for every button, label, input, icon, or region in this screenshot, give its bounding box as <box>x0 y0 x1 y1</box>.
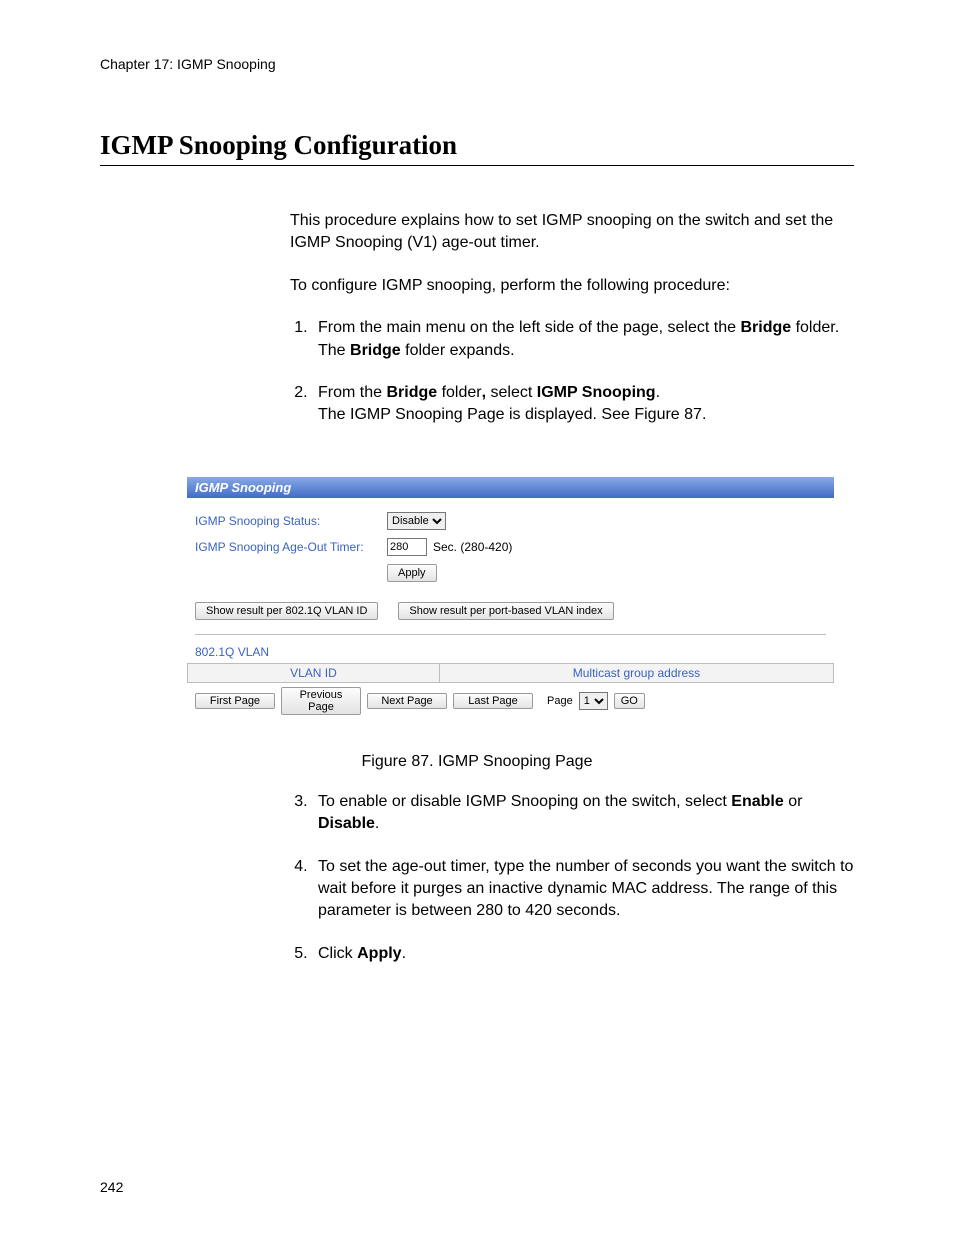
previous-page-button[interactable]: Previous Page <box>281 687 361 715</box>
apply-button[interactable]: Apply <box>387 564 437 582</box>
show-8021q-button[interactable]: Show result per 802.1Q VLAN ID <box>195 602 378 620</box>
step-3: To enable or disable IGMP Snooping on th… <box>312 791 854 836</box>
chapter-header: Chapter 17: IGMP Snooping <box>100 56 854 72</box>
step-3-pre: To enable or disable IGMP Snooping on th… <box>318 793 731 810</box>
timer-input[interactable] <box>387 538 427 556</box>
intro-p1: This procedure explains how to set IGMP … <box>290 210 854 255</box>
next-page-button[interactable]: Next Page <box>367 693 447 709</box>
step-3-or: or <box>784 793 803 810</box>
step-2-b1: Bridge <box>386 384 437 401</box>
step-1-l2-post: folder expands. <box>401 342 515 359</box>
page: Chapter 17: IGMP Snooping IGMP Snooping … <box>0 0 954 1235</box>
step-2-sel: select <box>486 384 537 401</box>
vlan-table-header-row: VLAN ID Multicast group address <box>188 663 834 682</box>
label-timer: IGMP Snooping Age-Out Timer: <box>195 540 387 554</box>
row-apply: Apply <box>187 560 834 586</box>
step-3-b1: Enable <box>731 793 783 810</box>
intro-p2: To configure IGMP snooping, perform the … <box>290 275 854 297</box>
th-vlan-id: VLAN ID <box>188 663 440 682</box>
show-portbased-button[interactable]: Show result per port-based VLAN index <box>398 602 613 620</box>
step-2-period: . <box>656 384 660 401</box>
step-2-b2: IGMP Snooping <box>537 384 656 401</box>
step-2-mid: folder <box>437 384 481 401</box>
step-2-pre: From the <box>318 384 386 401</box>
step-2: From the Bridge folder, select IGMP Snoo… <box>312 382 854 427</box>
step-5-pre: Click <box>318 945 357 962</box>
row-status: IGMP Snooping Status: Disable <box>187 508 834 534</box>
divider <box>195 634 826 635</box>
result-buttons-row: Show result per 802.1Q VLAN ID Show resu… <box>187 598 834 630</box>
first-page-button[interactable]: First Page <box>195 693 275 709</box>
step-4: To set the age-out timer, type the numbe… <box>312 856 854 923</box>
step-5-b: Apply <box>357 945 401 962</box>
step-2-l2: The IGMP Snooping Page is displayed. See… <box>318 406 706 423</box>
step-3-period: . <box>375 815 379 832</box>
steps-b-block: To enable or disable IGMP Snooping on th… <box>290 791 854 965</box>
igmp-snooping-panel: IGMP Snooping IGMP Snooping Status: Disa… <box>187 477 834 719</box>
step-1: From the main menu on the left side of t… <box>312 317 854 362</box>
step-1-bold: Bridge <box>740 319 791 336</box>
go-button[interactable]: GO <box>614 693 645 709</box>
step-5-period: . <box>402 945 406 962</box>
th-multicast: Multicast group address <box>439 663 833 682</box>
vlan-table: VLAN ID Multicast group address <box>187 663 834 683</box>
steps-a: From the main menu on the left side of t… <box>290 317 854 427</box>
page-label: Page <box>547 695 573 707</box>
page-select[interactable]: 1 <box>579 692 608 710</box>
last-page-button[interactable]: Last Page <box>453 693 533 709</box>
pager-row: First Page Previous Page Next Page Last … <box>187 683 834 719</box>
step-1-post: folder. <box>791 319 839 336</box>
steps-b: To enable or disable IGMP Snooping on th… <box>290 791 854 965</box>
step-3-b2: Disable <box>318 815 375 832</box>
label-status: IGMP Snooping Status: <box>195 514 387 528</box>
row-timer: IGMP Snooping Age-Out Timer: Sec. (280-4… <box>187 534 834 560</box>
step-5: Click Apply. <box>312 943 854 965</box>
status-select[interactable]: Disable <box>387 512 446 530</box>
intro-block: This procedure explains how to set IGMP … <box>290 210 854 427</box>
vlan-heading: 802.1Q VLAN <box>187 645 834 663</box>
step-1-l2-bold: Bridge <box>350 342 401 359</box>
sec-label: Sec. (280-420) <box>433 540 512 554</box>
step-1-l2-the: The <box>318 342 350 359</box>
step-1-pre: From the main menu on the left side of t… <box>318 319 740 336</box>
panel-title-bar: IGMP Snooping <box>187 477 834 498</box>
section-title: IGMP Snooping Configuration <box>100 130 854 166</box>
page-number: 242 <box>100 1179 123 1195</box>
figure-caption: Figure 87. IGMP Snooping Page <box>100 753 854 771</box>
